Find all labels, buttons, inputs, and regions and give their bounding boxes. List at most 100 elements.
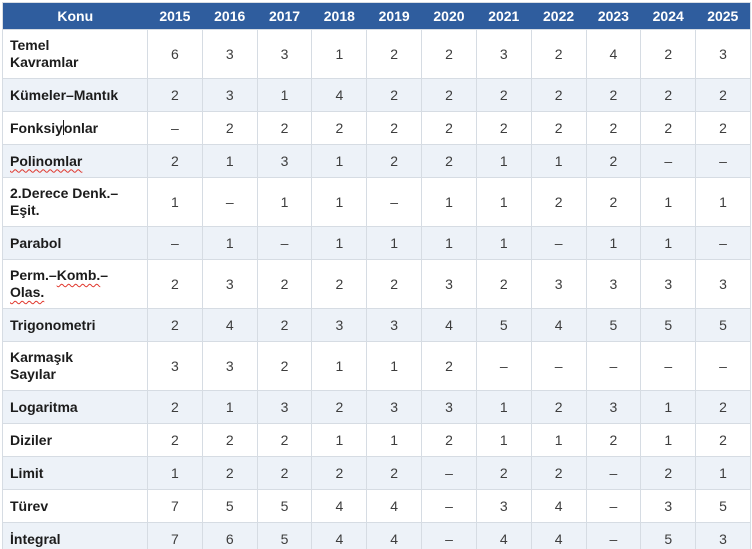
count-cell[interactable]: 2 <box>256 111 313 145</box>
count-cell[interactable]: 4 <box>366 522 423 549</box>
count-cell[interactable]: 2 <box>421 111 477 145</box>
topic-cell[interactable]: Fonksiyonlar <box>2 111 148 145</box>
count-cell[interactable]: 2 <box>585 177 642 227</box>
count-cell[interactable]: 2 <box>640 111 697 145</box>
topic-cell[interactable]: Kümeler–Mantık <box>2 78 148 112</box>
count-cell[interactable]: – <box>421 456 477 490</box>
count-cell[interactable]: – <box>585 489 642 523</box>
count-cell[interactable]: 3 <box>366 308 423 342</box>
count-cell[interactable]: 1 <box>366 226 423 260</box>
count-cell[interactable]: 2 <box>311 456 368 490</box>
count-cell[interactable]: 1 <box>530 144 587 178</box>
count-cell[interactable]: 4 <box>421 308 477 342</box>
count-cell[interactable]: 1 <box>147 456 203 490</box>
count-cell[interactable]: 2 <box>640 456 697 490</box>
count-cell[interactable]: 3 <box>475 489 532 523</box>
count-cell[interactable]: 2 <box>585 423 642 457</box>
count-cell[interactable]: 2 <box>421 423 477 457</box>
column-header-topic[interactable]: Konu <box>2 2 148 30</box>
count-cell[interactable]: 5 <box>475 308 532 342</box>
count-cell[interactable]: 5 <box>256 489 313 523</box>
count-cell[interactable]: 1 <box>311 226 368 260</box>
count-cell[interactable]: – <box>640 341 697 391</box>
count-cell[interactable]: 1 <box>475 423 532 457</box>
topic-cell[interactable]: İntegral <box>2 522 148 549</box>
count-cell[interactable]: 2 <box>475 111 532 145</box>
count-cell[interactable]: 3 <box>147 341 203 391</box>
count-cell[interactable]: 1 <box>530 423 587 457</box>
count-cell[interactable]: 2 <box>366 78 423 112</box>
count-cell[interactable]: 2 <box>366 111 423 145</box>
count-cell[interactable]: 1 <box>475 177 532 227</box>
count-cell[interactable]: – <box>421 489 477 523</box>
count-cell[interactable]: 5 <box>256 522 313 549</box>
count-cell[interactable]: 5 <box>585 308 642 342</box>
count-cell[interactable]: 2 <box>201 456 258 490</box>
count-cell[interactable]: 1 <box>421 177 477 227</box>
count-cell[interactable]: 1 <box>366 423 423 457</box>
count-cell[interactable]: 2 <box>147 390 203 424</box>
count-cell[interactable]: 3 <box>201 259 258 309</box>
count-cell[interactable]: 2 <box>256 341 313 391</box>
count-cell[interactable]: 2 <box>147 144 203 178</box>
topic-cell[interactable]: Limit <box>2 456 148 490</box>
count-cell[interactable]: 1 <box>640 226 697 260</box>
count-cell[interactable]: 2 <box>256 423 313 457</box>
count-cell[interactable]: – <box>147 111 203 145</box>
count-cell[interactable]: – <box>695 144 751 178</box>
count-cell[interactable]: – <box>585 456 642 490</box>
count-cell[interactable]: – <box>530 341 587 391</box>
count-cell[interactable]: 3 <box>421 259 477 309</box>
count-cell[interactable]: 2 <box>366 456 423 490</box>
count-cell[interactable]: 2 <box>147 423 203 457</box>
count-cell[interactable]: 3 <box>695 29 751 79</box>
count-cell[interactable]: 2 <box>147 78 203 112</box>
count-cell[interactable]: 1 <box>201 390 258 424</box>
count-cell[interactable]: – <box>695 341 751 391</box>
count-cell[interactable]: 2 <box>640 78 697 112</box>
topic-cell[interactable]: Karmaşık Sayılar <box>2 341 148 391</box>
count-cell[interactable]: 1 <box>311 29 368 79</box>
count-cell[interactable]: 2 <box>530 456 587 490</box>
count-cell[interactable]: 6 <box>201 522 258 549</box>
count-cell[interactable]: 2 <box>640 29 697 79</box>
column-header-year[interactable]: 2022 <box>531 2 586 30</box>
count-cell[interactable]: 2 <box>530 390 587 424</box>
count-cell[interactable]: – <box>147 226 203 260</box>
count-cell[interactable]: 2 <box>366 259 423 309</box>
count-cell[interactable]: 5 <box>201 489 258 523</box>
count-cell[interactable]: 1 <box>640 390 697 424</box>
count-cell[interactable]: – <box>585 341 642 391</box>
count-cell[interactable]: 2 <box>201 111 258 145</box>
column-header-year[interactable]: 2024 <box>640 2 696 30</box>
count-cell[interactable]: 2 <box>695 390 751 424</box>
count-cell[interactable]: 5 <box>640 308 697 342</box>
count-cell[interactable]: 2 <box>421 78 477 112</box>
topic-cell[interactable]: 2.Derece Denk.– Eşit. <box>2 177 148 227</box>
count-cell[interactable]: 1 <box>256 177 313 227</box>
count-cell[interactable]: 3 <box>475 29 532 79</box>
count-cell[interactable]: – <box>530 226 587 260</box>
count-cell[interactable]: 4 <box>201 308 258 342</box>
column-header-year[interactable]: 2025 <box>695 2 751 30</box>
count-cell[interactable]: 4 <box>475 522 532 549</box>
count-cell[interactable]: 2 <box>256 259 313 309</box>
count-cell[interactable]: 2 <box>585 111 642 145</box>
count-cell[interactable]: 2 <box>421 144 477 178</box>
count-cell[interactable]: 2 <box>201 423 258 457</box>
count-cell[interactable]: 2 <box>311 111 368 145</box>
count-cell[interactable]: 2 <box>421 29 477 79</box>
count-cell[interactable]: 4 <box>366 489 423 523</box>
count-cell[interactable]: 3 <box>256 144 313 178</box>
count-cell[interactable]: 2 <box>530 177 587 227</box>
count-cell[interactable]: 2 <box>421 341 477 391</box>
count-cell[interactable]: 5 <box>640 522 697 549</box>
count-cell[interactable]: 1 <box>475 144 532 178</box>
count-cell[interactable]: 2 <box>585 78 642 112</box>
count-cell[interactable]: – <box>256 226 313 260</box>
count-cell[interactable]: – <box>201 177 258 227</box>
count-cell[interactable]: 4 <box>530 522 587 549</box>
column-header-year[interactable]: 2017 <box>257 2 312 30</box>
topic-cell[interactable]: Polinomlar <box>2 144 148 178</box>
count-cell[interactable]: 3 <box>640 259 697 309</box>
